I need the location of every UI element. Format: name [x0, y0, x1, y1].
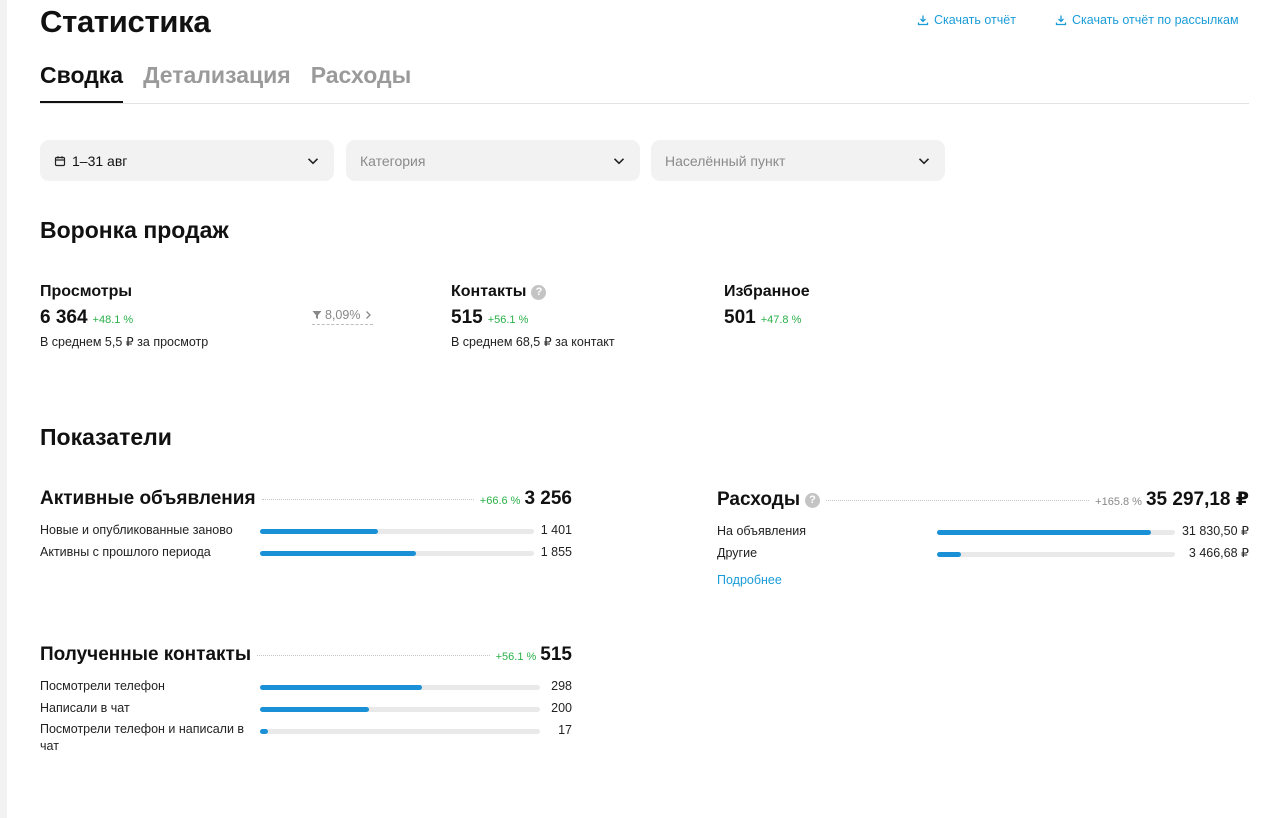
- progress-bar: [937, 530, 1175, 535]
- chevron-right-icon: [366, 311, 372, 319]
- download-mailing-report-label: Скачать отчёт по рассылкам: [1072, 13, 1239, 27]
- progress-fill: [260, 685, 423, 690]
- expenses-header: Расходы ? +165.8 % 35 297,18 ₽: [717, 488, 1249, 511]
- progress-fill: [260, 529, 378, 534]
- filter-funnel-icon: [312, 311, 322, 319]
- favorites-label: Избранное: [724, 283, 810, 300]
- chevron-down-icon: [918, 157, 930, 164]
- received-contacts-row-label: Посмотрели телефон: [40, 679, 165, 693]
- progress-bar: [260, 551, 534, 556]
- received-contacts-delta: +56.1 %: [495, 651, 537, 663]
- views-value: 6 364: [40, 307, 88, 328]
- views-label: Просмотры: [40, 283, 133, 300]
- tab-expenses[interactable]: Расходы: [310, 62, 412, 88]
- help-icon[interactable]: ?: [531, 284, 547, 300]
- list-item: Написали в чат: [40, 700, 130, 717]
- progress-fill: [260, 707, 370, 712]
- progress-fill: [260, 551, 417, 556]
- list-item: Другие: [717, 545, 757, 562]
- funnel-contacts: Контакты ? 515 +56.1 % В среднем 68,5 ₽ …: [451, 283, 615, 349]
- progress-bar: [260, 707, 540, 712]
- active-ads-header: Активные объявления +66.6 % 3 256: [40, 488, 572, 510]
- expenses-total: 35 297,18 ₽: [1145, 489, 1249, 510]
- help-icon[interactable]: ?: [805, 492, 821, 508]
- dotted-leader: [826, 500, 1090, 501]
- tabs-divider: [40, 103, 1249, 104]
- category-select-placeholder: Категория: [360, 152, 426, 169]
- tabs: Сводка Детализация Расходы: [40, 62, 411, 104]
- progress-bar: [260, 529, 534, 534]
- contacts-delta: +56.1 %: [487, 314, 529, 326]
- tab-summary[interactable]: Сводка: [40, 62, 124, 104]
- location-select-placeholder: Населённый пункт: [665, 152, 786, 169]
- download-icon: [1055, 15, 1067, 26]
- list-item: Посмотрели телефон: [40, 678, 165, 695]
- funnel-section-title: Воронка продаж: [40, 217, 229, 243]
- list-item: Посмотрели телефон и написали в чат: [40, 721, 252, 755]
- chevron-down-icon: [613, 157, 625, 164]
- more-details-link[interactable]: Подробнее: [717, 573, 782, 587]
- progress-fill: [937, 530, 1152, 535]
- received-contacts-total: 515: [540, 644, 572, 665]
- calendar-icon: [54, 155, 66, 166]
- download-report-link[interactable]: Скачать отчёт: [917, 13, 1016, 27]
- list-item: Активны с прошлого периода: [40, 544, 211, 561]
- active-ads-title: Активные объявления: [40, 488, 256, 509]
- funnel-favorites: Избранное 501 +47.8 %: [724, 283, 810, 329]
- dotted-leader: [257, 655, 490, 656]
- active-ads-total: 3 256: [524, 488, 572, 509]
- conversion-link[interactable]: 8,09%: [312, 308, 374, 325]
- expenses-row-value: 3 466,68 ₽: [1188, 546, 1249, 560]
- active-ads-row-label: Новые и опубликованные заново: [40, 523, 233, 537]
- active-ads-delta: +66.6 %: [479, 495, 521, 507]
- received-contacts-row-value: 200: [551, 701, 572, 715]
- received-contacts-title: Полученные контакты: [40, 644, 252, 665]
- received-contacts-row-value: 298: [551, 679, 572, 693]
- views-sub: В среднем 5,5 ₽ за просмотр: [40, 335, 209, 349]
- category-select[interactable]: Категория: [346, 140, 640, 181]
- progress-bar: [260, 685, 540, 690]
- contacts-sub: В среднем 68,5 ₽ за контакт: [451, 335, 615, 349]
- page-title: Статистика: [40, 4, 211, 39]
- received-contacts-header: Полученные контакты +56.1 % 515: [40, 644, 572, 666]
- favorites-delta: +47.8 %: [760, 314, 802, 326]
- download-mailing-report-link[interactable]: Скачать отчёт по рассылкам: [1055, 13, 1239, 27]
- progress-bar: [937, 552, 1175, 557]
- period-select-value: 1–31 авг: [72, 152, 128, 169]
- funnel-views: Просмотры 6 364 +48.1 % В среднем 5,5 ₽ …: [40, 283, 208, 349]
- active-ads-row-value: 1 855: [540, 545, 572, 559]
- expenses-title: Расходы: [717, 489, 801, 510]
- received-contacts-row-label: Написали в чат: [40, 701, 130, 715]
- location-select[interactable]: Населённый пункт: [651, 140, 945, 181]
- received-contacts-row-label: Посмотрели телефон и написали в чат: [40, 722, 245, 753]
- tab-details[interactable]: Детализация: [143, 62, 291, 88]
- conversion-value: 8,09%: [325, 308, 361, 322]
- download-icon: [917, 15, 929, 26]
- expenses-delta: +165.8 %: [1095, 496, 1142, 508]
- contacts-value: 515: [451, 307, 483, 328]
- received-contacts-row-value: 17: [558, 723, 572, 737]
- list-item: На объявления: [717, 523, 806, 540]
- left-edge-strip: [0, 0, 7, 818]
- expenses-row-value: 31 830,50 ₽: [1181, 524, 1249, 538]
- period-select[interactable]: 1–31 авг: [40, 140, 334, 181]
- progress-fill: [937, 552, 961, 557]
- progress-bar: [260, 729, 540, 734]
- active-ads-row-label: Активны с прошлого периода: [40, 545, 211, 559]
- period-select-value-wrap: 1–31 авг: [54, 153, 306, 169]
- progress-fill: [260, 729, 269, 734]
- expenses-row-label: Другие: [717, 546, 758, 560]
- expenses-row-label: На объявления: [717, 524, 806, 538]
- contacts-label: Контакты: [451, 283, 527, 300]
- active-ads-row-value: 1 401: [540, 523, 572, 537]
- list-item: Новые и опубликованные заново: [40, 522, 233, 539]
- favorites-value: 501: [724, 307, 756, 328]
- chevron-down-icon: [307, 157, 319, 164]
- views-delta: +48.1 %: [92, 314, 134, 326]
- dotted-leader: [261, 499, 474, 500]
- download-report-label: Скачать отчёт: [934, 13, 1016, 27]
- metrics-section-title: Показатели: [40, 424, 172, 450]
